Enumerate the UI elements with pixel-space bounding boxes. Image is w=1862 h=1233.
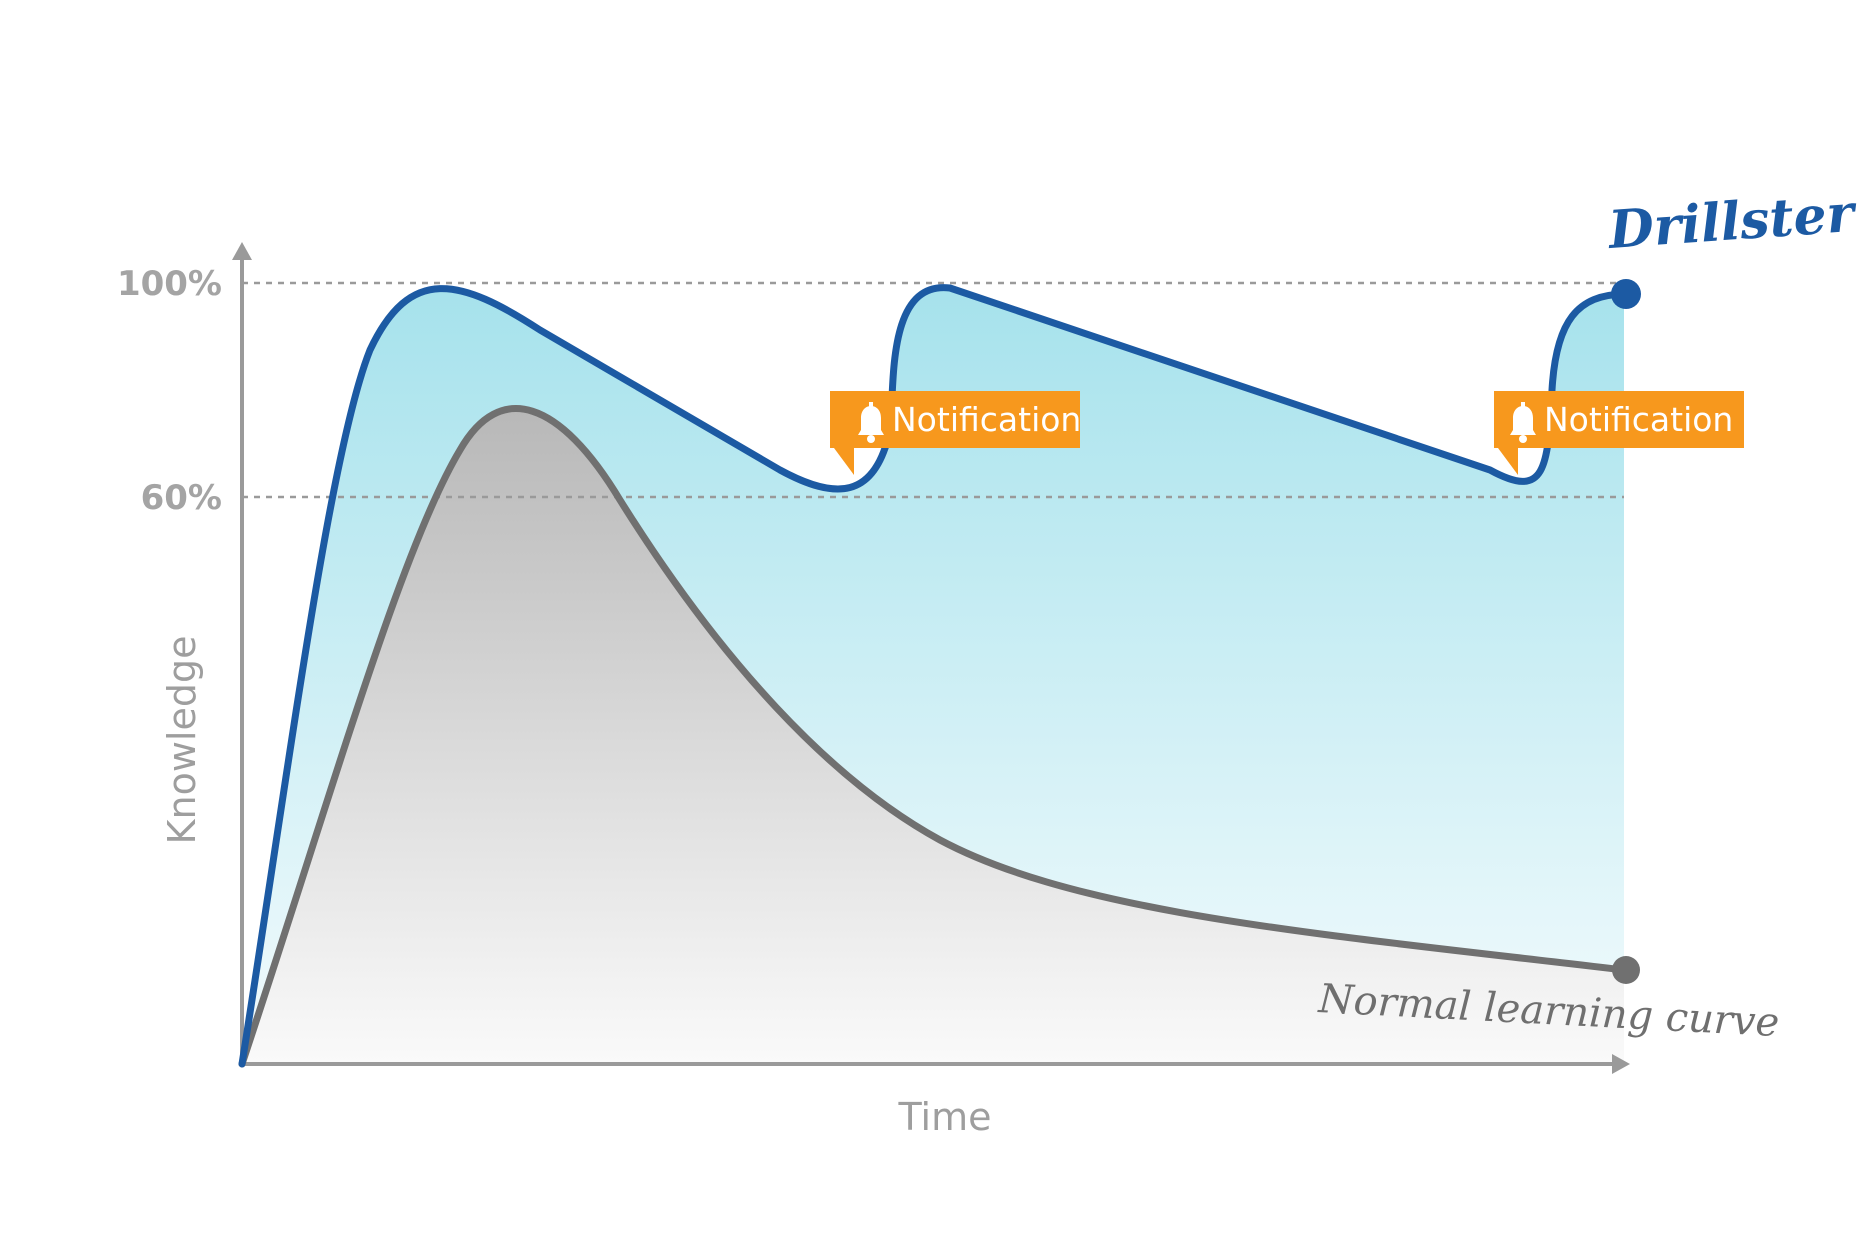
notification-badge: Notification	[830, 391, 1081, 475]
normal-curve-endpoint	[1612, 956, 1640, 984]
notification-pointer	[834, 448, 854, 475]
notification-label: Notification	[892, 400, 1081, 439]
y-tick-label: 60%	[141, 478, 222, 518]
notification-badge: Notification	[1494, 391, 1744, 475]
y-tick-label: 100%	[117, 264, 222, 304]
notification-pointer	[1498, 448, 1518, 475]
y-axis-label: Knowledge	[160, 636, 204, 845]
notification-label: Notification	[1544, 400, 1733, 439]
drillster-endpoint	[1611, 279, 1641, 309]
bell-icon	[858, 402, 884, 443]
bell-icon	[1510, 402, 1536, 443]
x-axis-label: Time	[898, 1095, 992, 1139]
normal-curve-line	[238, 405, 1628, 1068]
y-axis-arrowhead	[232, 242, 252, 260]
notification-box	[1494, 391, 1744, 448]
normal-curve-area	[242, 408, 1624, 1064]
series-label-drillster: Drillster	[1605, 183, 1860, 261]
x-axis-arrowhead	[1612, 1054, 1630, 1074]
